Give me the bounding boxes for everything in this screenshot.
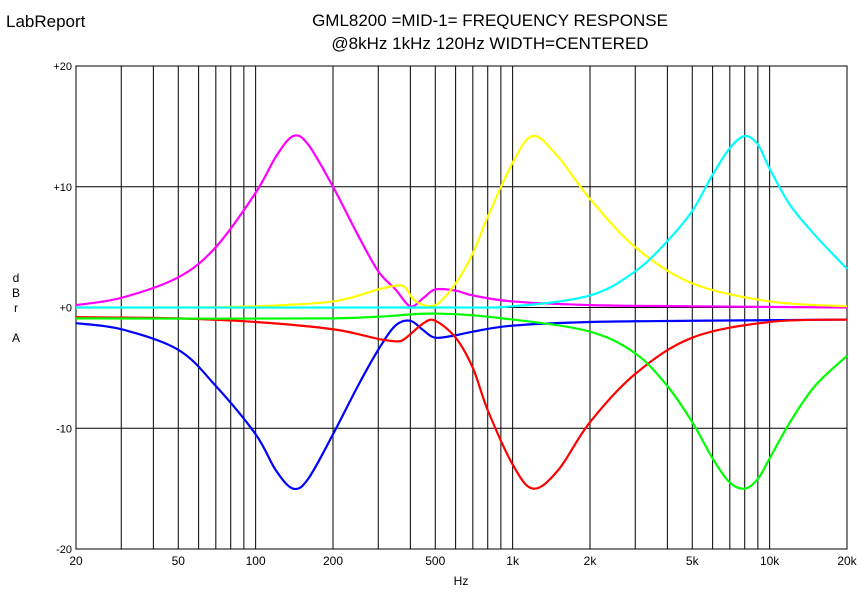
y-tick-label: -20 — [56, 544, 72, 556]
app-name: LabReport — [6, 12, 86, 31]
y-axis-label-letter: d — [13, 271, 20, 285]
y-tick-label: +0 — [59, 303, 72, 315]
x-tick-label: 200 — [323, 554, 343, 568]
series-line-5 — [75, 134, 848, 309]
y-tick-label: -10 — [56, 423, 72, 435]
x-tick-label: 20 — [69, 554, 83, 568]
x-tick-label: 2k — [584, 554, 598, 568]
x-tick-label: 20k — [837, 554, 857, 568]
x-tick-label: 5k — [686, 554, 700, 568]
series-line-2 — [75, 318, 848, 491]
y-axis-label-letter: B — [12, 286, 20, 300]
chart-title-line1: GML8200 =MID-1= FREQUENCY RESPONSE — [312, 11, 668, 30]
y-axis-ticks: +20 +10 +0 -10 -20 — [53, 61, 72, 556]
series-line-6 — [75, 312, 848, 490]
y-axis-label: dBr A — [12, 271, 20, 345]
y-tick-label: +20 — [53, 61, 72, 73]
series-line-3 — [75, 134, 848, 309]
x-tick-label: 10k — [760, 554, 780, 568]
x-tick-label: 500 — [425, 554, 445, 568]
x-axis-ticks: 20 50 100 200 500 1k 2k 5k 10k 20k — [69, 554, 857, 568]
series-line-4 — [75, 316, 848, 490]
x-axis-label: Hz — [454, 574, 469, 588]
y-tick-label: +10 — [53, 182, 72, 194]
x-tick-label: 1k — [506, 554, 520, 568]
chart-title-line2: @8kHz 1kHz 120Hz WIDTH=CENTERED — [331, 34, 648, 53]
series-lines — [75, 134, 848, 491]
y-axis-label-letter: A — [12, 331, 20, 345]
y-axis-label-letter: r — [14, 301, 18, 315]
series-line-1 — [75, 134, 848, 309]
x-tick-label: 50 — [172, 554, 186, 568]
x-tick-label: 100 — [246, 554, 266, 568]
